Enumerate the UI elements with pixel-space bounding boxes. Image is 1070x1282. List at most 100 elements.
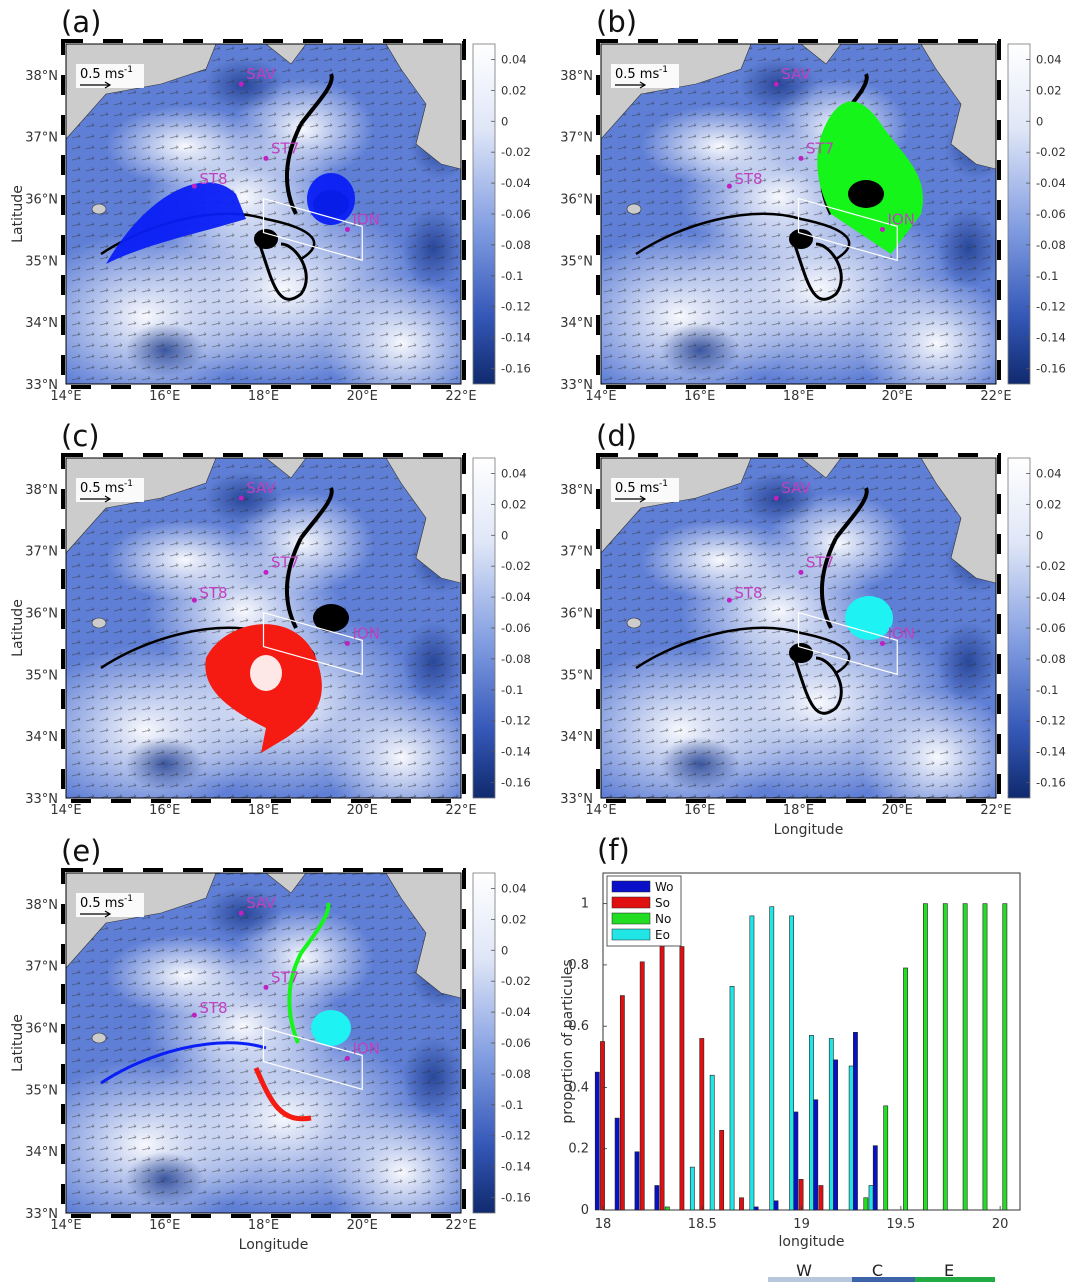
- bar-wo: [793, 1111, 799, 1211]
- study-area-box: [262, 611, 363, 676]
- lat-tick: 37°N: [25, 545, 58, 560]
- station-marker: [263, 569, 269, 575]
- colorbar-tick: -0.06: [501, 207, 531, 221]
- legend-label: Eo: [655, 928, 670, 942]
- station-label: SAV: [246, 894, 276, 912]
- station-marker: [191, 597, 197, 603]
- velocity-scale: 0.5 ms -1: [76, 478, 144, 503]
- lon-tick: 18°E: [248, 1218, 279, 1233]
- colorbar-tick: -0.12: [1036, 714, 1066, 728]
- velocity-scale: 0.5 ms -1: [611, 64, 679, 89]
- x-tick-label: 19: [793, 1217, 810, 1232]
- lat-tick: 36°N: [25, 607, 58, 622]
- station-label: ST8: [734, 584, 762, 602]
- bar-wo: [753, 1206, 759, 1211]
- colorbar-tick: 0.04: [501, 52, 527, 66]
- station-label: ST7: [271, 968, 299, 986]
- station-marker: [879, 640, 885, 646]
- lon-tick: 22°E: [445, 389, 476, 404]
- station-label: ION: [352, 624, 379, 642]
- colorbar-tick: -0.06: [501, 621, 531, 635]
- station-label: SAV: [781, 479, 811, 497]
- colorbar-tick: -0.04: [501, 590, 531, 604]
- bar-so: [798, 1179, 804, 1211]
- velocity-scale: 0.5 ms -1: [76, 893, 144, 918]
- colorbar-tick: -0.16: [1036, 776, 1066, 790]
- svg-text:-1: -1: [659, 65, 668, 75]
- svg-text:0.5 ms: 0.5 ms: [80, 67, 124, 82]
- bar-so: [739, 1197, 744, 1211]
- station-marker: [263, 155, 269, 161]
- study-area-box: [797, 611, 898, 676]
- colorbar: 0.04 0.02 0 -0.02 -0.04 -0.06 -0.08 -0.1 -0.12 -0…: [1007, 457, 1066, 799]
- colorbar-tick: -0.16: [501, 1191, 531, 1205]
- svg-text:0.5 ms: 0.5 ms: [80, 896, 124, 911]
- lat-tick: 38°N: [25, 898, 58, 913]
- bar-wo: [634, 1151, 640, 1211]
- lat-tick: 36°N: [25, 193, 58, 208]
- y-tick-label: 0.6: [568, 1019, 589, 1034]
- svg-text:-1: -1: [124, 479, 133, 489]
- lon-tick: 16°E: [684, 803, 715, 818]
- lon-tick: 22°E: [445, 1218, 476, 1233]
- colorbar-tick: -0.04: [501, 176, 531, 190]
- bar-eo: [828, 1038, 834, 1211]
- station-label: ST7: [271, 139, 299, 157]
- x-axis-label: longitude: [779, 1234, 845, 1250]
- land-malta: [91, 1032, 107, 1044]
- colorbar-tick: 0: [501, 528, 508, 542]
- colorbar-tick: -0.04: [1036, 590, 1066, 604]
- station-label: SAV: [781, 65, 811, 83]
- particle-cloud: [845, 596, 893, 640]
- map-panel-a: SAV ST7 ST8 ION 0.5 ms -1 38°N 37°N 36°N 35°N 34°N…: [10, 5, 531, 404]
- colorbar-tick: 0.04: [501, 466, 527, 480]
- colorbar: 0.04 0.02 0 -0.02 -0.04 -0.06 -0.08 -0.1 -0.12 -0…: [472, 872, 531, 1214]
- panel-label: (a): [61, 5, 101, 39]
- colorbar-tick: 0.02: [501, 912, 527, 926]
- station-marker: [773, 81, 779, 87]
- colorbar-tick: -0.1: [1036, 683, 1058, 697]
- lat-tick: 33°N: [560, 792, 593, 807]
- legend-label: No: [655, 912, 671, 926]
- map-panel-b: SAV ST7 ST8 ION 0.5 ms -1 38°N 37°N 36°N 35°N 34°N…: [560, 5, 1066, 404]
- bar-so: [818, 1185, 824, 1211]
- colorbar-tick: -0.16: [501, 362, 531, 376]
- colorbar-tick: -0.12: [501, 714, 531, 728]
- colorbar-tick: -0.16: [501, 776, 531, 790]
- svg-text:0.5 ms: 0.5 ms: [80, 481, 124, 496]
- land-malta: [91, 617, 107, 629]
- bar-no: [883, 1105, 889, 1211]
- colorbar-tick: -0.02: [501, 145, 531, 159]
- colorbar-tick: 0: [501, 114, 508, 128]
- station-label: ST8: [734, 170, 762, 188]
- lat-tick: 34°N: [25, 730, 58, 745]
- colorbar-tick: 0.02: [1036, 497, 1062, 511]
- bar-eo: [769, 906, 775, 1211]
- legend-swatch: [611, 880, 651, 893]
- panel-label: (c): [61, 419, 100, 453]
- bar-no: [664, 1206, 670, 1211]
- svg-text:-1: -1: [659, 479, 668, 489]
- map-panel-c: SAV ST7 ST8 ION 0.5 ms -1 38°N 37°N 36°N 35°N 34°N…: [10, 419, 531, 818]
- bar-wo: [594, 1071, 600, 1211]
- lon-tick: 22°E: [445, 803, 476, 818]
- colorbar-tick: 0: [1036, 528, 1043, 542]
- bar-wo: [813, 1099, 819, 1211]
- station-marker: [726, 183, 732, 189]
- particle-tracks-colored: [100, 902, 351, 1122]
- lon-tick: 22°E: [980, 803, 1011, 818]
- colorbar-tick: -0.02: [1036, 145, 1066, 159]
- particle-cloud: [106, 182, 246, 264]
- colorbar-tick: 0.04: [501, 881, 527, 895]
- station-marker: [263, 984, 269, 990]
- lon-tick: 18°E: [248, 389, 279, 404]
- station-label: ION: [352, 1039, 379, 1057]
- colorbar-tick: 0.02: [501, 83, 527, 97]
- bar-wo: [654, 1185, 660, 1211]
- lat-tick: 34°N: [560, 730, 593, 745]
- station-label: ST7: [271, 553, 299, 571]
- colorbar-tick: -0.02: [501, 974, 531, 988]
- lat-tick: 37°N: [25, 131, 58, 146]
- lat-tick: 33°N: [25, 1207, 58, 1222]
- y-tick-label: 0.2: [568, 1142, 589, 1157]
